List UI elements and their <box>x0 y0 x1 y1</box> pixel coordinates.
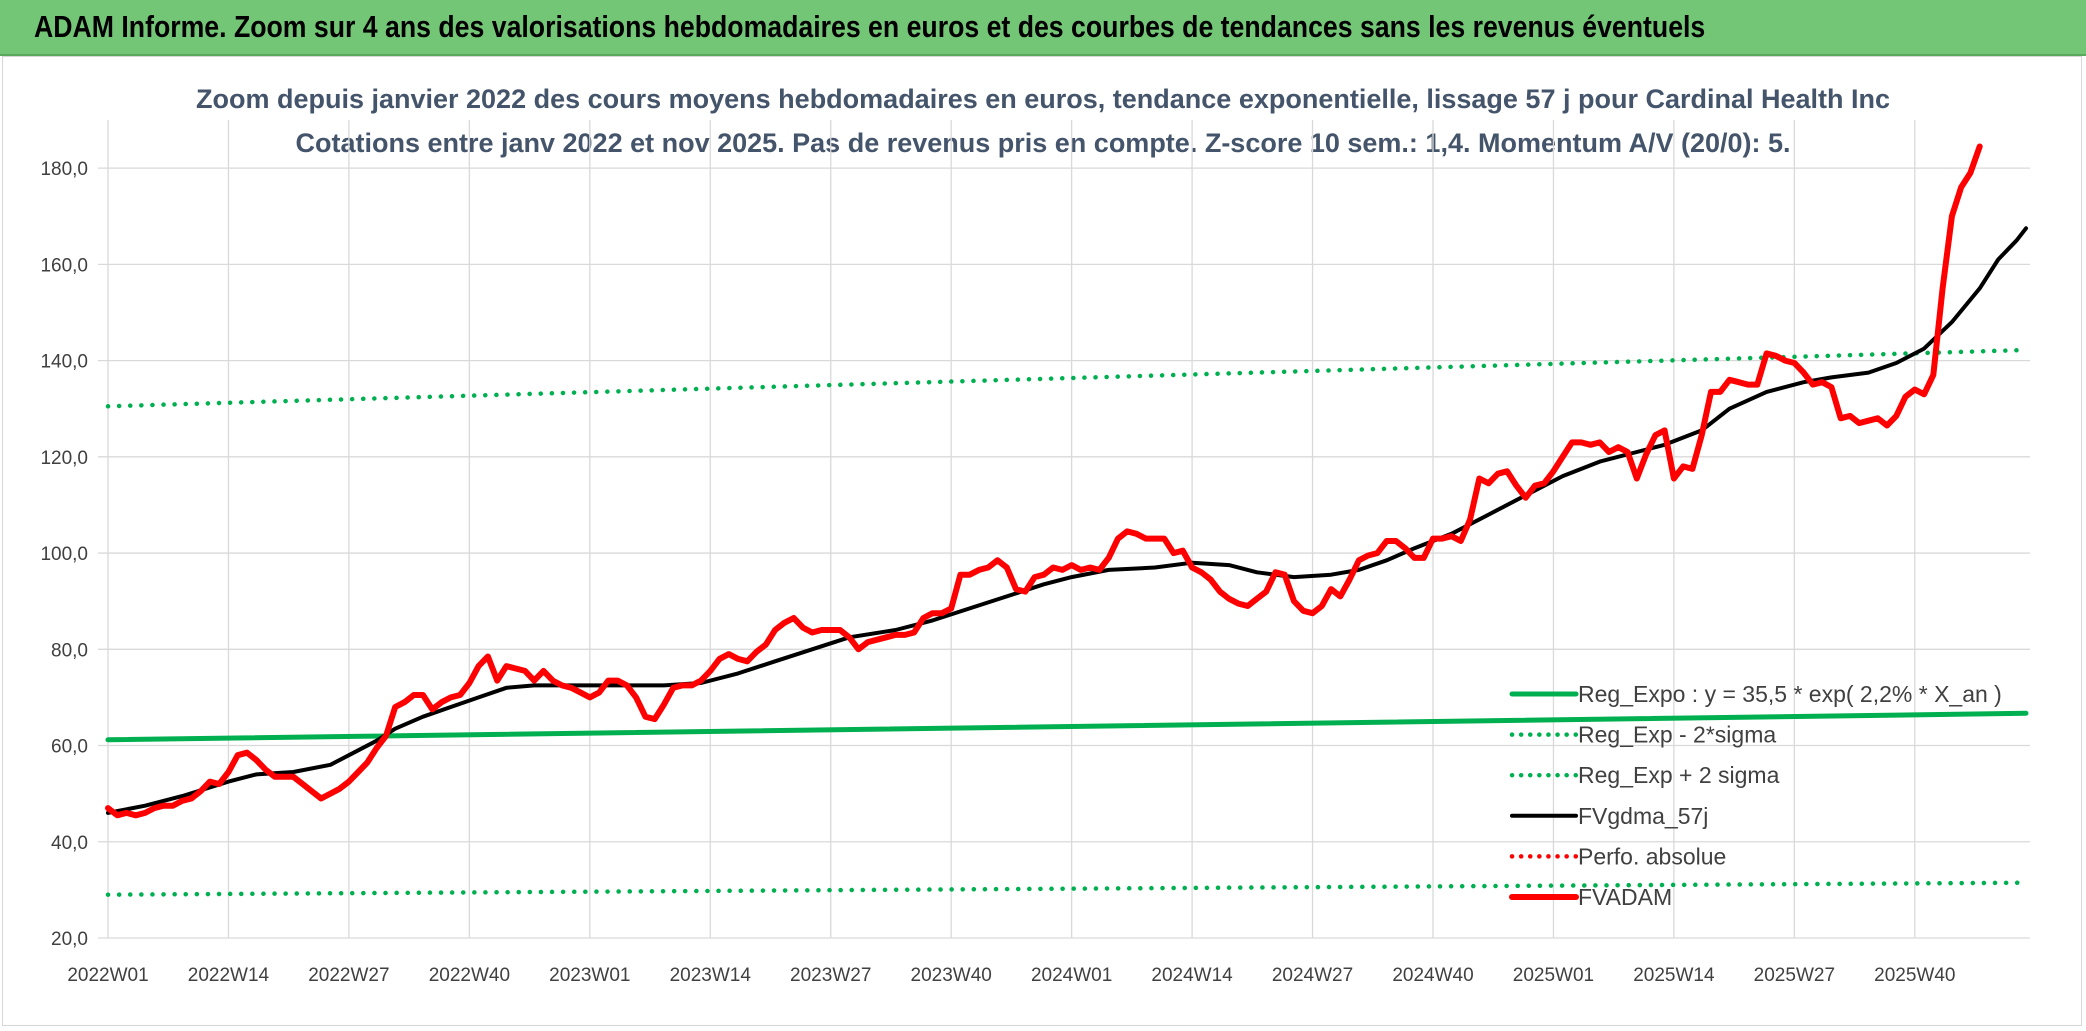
y-tick-label: 180,0 <box>40 159 88 180</box>
chart-frame <box>2 56 2082 1026</box>
y-tick-label: 20,0 <box>51 929 88 950</box>
x-tick-label: 2024W01 <box>1031 965 1112 986</box>
x-tick-label: 2024W40 <box>1392 965 1473 986</box>
series-line-2 <box>105 347 2029 409</box>
x-tick-label: 2025W27 <box>1754 965 1835 986</box>
x-tick-label: 2025W40 <box>1874 965 1955 986</box>
x-tick-label: 2024W14 <box>1151 965 1233 986</box>
series-line-0 <box>105 710 2029 743</box>
x-axis-ticks: 2022W01 2022W14 2022W27 2022W40 2023W01 2023W… <box>67 965 1955 986</box>
legend-entry-label: Perfo. absolue <box>1578 843 1726 869</box>
x-tick-label: 2022W40 <box>429 965 510 986</box>
legend-entry-label: Reg_Expo : y = 35,5 * exp( 2,2% * X_an ) <box>1578 681 2002 707</box>
header-banner: ADAM Informe. Zoom sur 4 ans des valoris… <box>0 0 2086 56</box>
x-tick-label: 2023W14 <box>670 965 752 986</box>
x-tick-label: 2022W27 <box>308 965 389 986</box>
x-tick-label: 2025W14 <box>1633 965 1715 986</box>
legend-entry-label: Reg_Exp + 2 sigma <box>1578 762 1780 788</box>
y-tick-label: 60,0 <box>51 737 88 758</box>
y-tick-label: 120,0 <box>40 448 88 469</box>
y-tick-label: 100,0 <box>40 544 88 565</box>
series-line-3 <box>106 226 2028 815</box>
x-tick-label: 2022W14 <box>188 965 270 986</box>
legend-entry-label: Reg_Exp - 2*sigma <box>1578 722 1776 748</box>
chart-title: Zoom depuis janvier 2022 des cours moyen… <box>196 84 1890 114</box>
series-lines <box>105 143 2029 897</box>
series-line-5 <box>105 143 1983 819</box>
y-axis-ticks: 20,0 40,0 60,0 80,0 100,0 120,0 140,0 160,0 180,… <box>40 159 88 950</box>
y-tick-label: 160,0 <box>40 255 88 276</box>
y-tick-label: 40,0 <box>51 833 88 854</box>
legend-entry-label: FVADAM <box>1578 884 1672 910</box>
page-title: ADAM Informe. Zoom sur 4 ans des valoris… <box>34 9 1706 44</box>
gridlines <box>98 120 2030 939</box>
legend-entry-label: FVgdma_57j <box>1578 803 1708 829</box>
chart-subtitle: Cotations entre janv 2022 et nov 2025. P… <box>295 128 1790 158</box>
x-tick-label: 2024W27 <box>1272 965 1353 986</box>
x-tick-label: 2023W01 <box>549 965 630 986</box>
y-tick-label: 140,0 <box>40 352 88 373</box>
x-tick-label: 2023W40 <box>911 965 992 986</box>
y-tick-label: 80,0 <box>51 640 88 661</box>
x-tick-label: 2023W27 <box>790 965 871 986</box>
series-line-1 <box>105 880 2029 897</box>
x-tick-label: 2022W01 <box>67 965 148 986</box>
x-tick-label: 2025W01 <box>1513 965 1594 986</box>
legend: Reg_Expo : y = 35,5 * exp( 2,2% * X_an )… <box>1509 681 2002 910</box>
